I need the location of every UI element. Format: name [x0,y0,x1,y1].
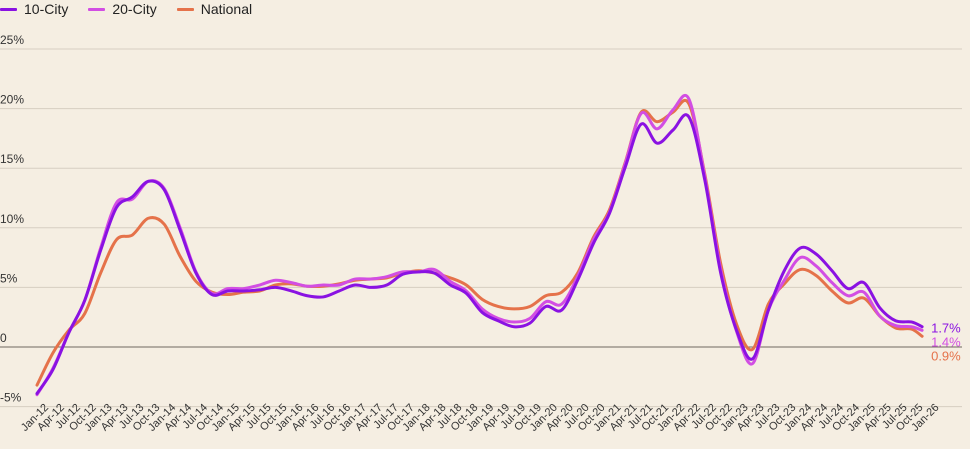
series-line-20-city [35,93,924,397]
end-label-10-city: 1.7% [931,321,961,336]
y-tick-label: 25% [0,33,24,47]
legend: 10-City 20-City National [0,0,272,18]
legend-label: 20-City [112,1,157,17]
legend-item-national: National [176,1,253,17]
end-label-20-city: 1.4% [931,335,961,350]
y-tick-label: 0 [0,331,7,345]
y-tick-label: 15% [0,152,24,166]
y-tick-label: -5% [0,391,22,405]
legend-label: National [200,1,253,17]
legend-swatch-20-city [88,7,106,11]
end-labels: 1.7%1.4%0.9% [931,321,961,364]
legend-swatch-10-city [0,7,17,11]
y-tick-label: 20% [0,93,24,107]
series-lines [35,93,924,397]
series-line-10-city [35,113,924,395]
y-axis-ticks: 25% 20% 15% 10% 5% 0 -5% [0,33,24,405]
legend-swatch-national [176,7,194,11]
y-tick-label: 10% [0,212,24,226]
series-line-national [35,98,924,387]
legend-item-10-city: 10-City [0,1,68,17]
legend-label: 10-City [24,1,69,17]
y-tick-label: 5% [0,271,18,285]
end-label-national: 0.9% [931,349,961,364]
legend-item-20-city: 20-City [88,1,157,17]
gridlines [0,48,962,408]
